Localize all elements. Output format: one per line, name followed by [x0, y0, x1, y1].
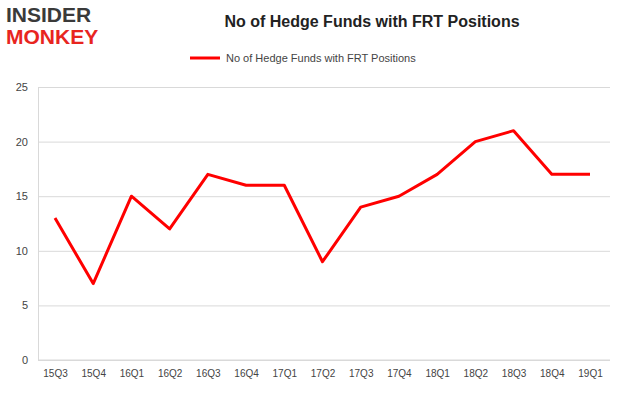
- x-tick: 19Q1: [578, 360, 603, 379]
- x-tick: 15Q3: [43, 360, 68, 379]
- y-tick: 0: [22, 354, 610, 366]
- x-tick-label: 16Q1: [120, 368, 145, 379]
- x-tick: 16Q1: [120, 360, 145, 379]
- y-tick-label: 25: [16, 81, 28, 93]
- x-tick-label: 18Q1: [425, 368, 450, 379]
- x-tick-label: 17Q2: [311, 368, 336, 379]
- grid-line: [38, 196, 610, 197]
- grid-line: [38, 87, 610, 88]
- x-tick: 18Q4: [540, 360, 565, 379]
- series-line: [55, 131, 590, 284]
- x-tick: 16Q3: [196, 360, 221, 379]
- x-tick: 17Q2: [311, 360, 336, 379]
- y-tick-label: 0: [22, 354, 28, 366]
- x-tick-label: 15Q4: [81, 368, 106, 379]
- legend-label: No of Hedge Funds with FRT Positions: [226, 52, 416, 64]
- x-tick-label: 16Q2: [158, 368, 183, 379]
- x-tick-label: 16Q4: [234, 368, 259, 379]
- x-tick-label: 15Q3: [43, 368, 68, 379]
- x-tick: 18Q1: [425, 360, 450, 379]
- y-tick: 25: [16, 81, 610, 93]
- x-tick-label: 17Q4: [387, 368, 412, 379]
- x-tick: 15Q4: [81, 360, 106, 379]
- y-tick: 5: [22, 299, 610, 311]
- y-tick: 15: [16, 190, 610, 202]
- x-tick-label: 16Q3: [196, 368, 221, 379]
- x-tick-label: 18Q3: [502, 368, 527, 379]
- legend: No of Hedge Funds with FRT Positions: [190, 52, 416, 64]
- x-tick: 18Q3: [502, 360, 527, 379]
- x-tick-label: 19Q1: [578, 368, 603, 379]
- grid-line: [38, 305, 610, 306]
- x-tick: 17Q3: [349, 360, 374, 379]
- x-tick-label: 18Q4: [540, 368, 565, 379]
- title: No of Hedge Funds with FRT Positions: [224, 13, 519, 30]
- x-tick-label: 17Q3: [349, 368, 374, 379]
- plot-area: [55, 131, 590, 284]
- logo-text: INSIDER: [6, 3, 91, 26]
- x-axis-line: [38, 360, 610, 361]
- x-tick: 18Q2: [464, 360, 489, 379]
- legend-swatch: [190, 57, 220, 60]
- y-tick-label: 15: [16, 190, 28, 202]
- y-axis-line: [39, 88, 611, 361]
- x-tick: 17Q4: [387, 360, 412, 379]
- chart: INSIDERMONKEY No of Hedge Funds with FRT …: [0, 0, 625, 395]
- y-tick-label: 10: [16, 245, 28, 257]
- grid-line: [38, 360, 610, 361]
- y-tick-label: 5: [22, 299, 28, 311]
- y-axis: 0 5 10 15 20 25: [16, 81, 610, 366]
- x-tick-label: 18Q2: [464, 368, 489, 379]
- x-axis: 15Q3 15Q4 16Q1 16Q2 16Q3 16Q4 17Q1 17Q2 17Q3 17Q4…: [38, 360, 610, 379]
- grid-line: [38, 251, 610, 252]
- x-tick: 16Q4: [234, 360, 259, 379]
- logo-text: MONKEY: [6, 25, 98, 48]
- y-tick-label: 20: [16, 136, 28, 148]
- x-tick: 17Q1: [273, 360, 298, 379]
- x-tick-label: 17Q1: [273, 368, 298, 379]
- x-tick: 16Q2: [158, 360, 183, 379]
